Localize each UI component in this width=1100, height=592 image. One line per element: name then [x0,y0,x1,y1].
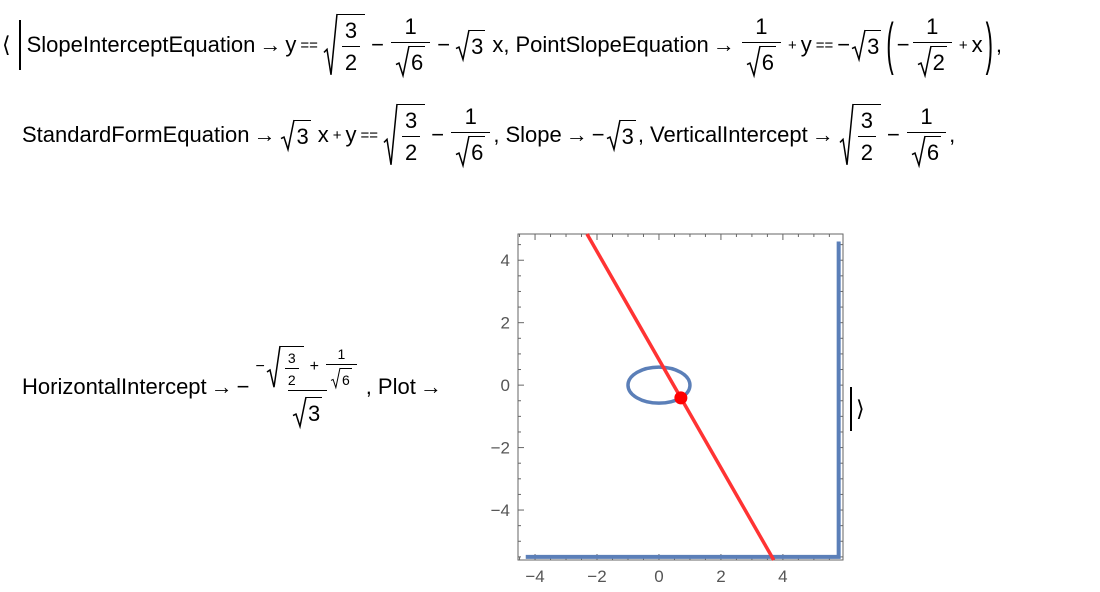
equal-sign: == [360,126,379,144]
right-paren: ) [985,11,993,77]
minus: − [236,373,250,399]
arrow: → [253,122,276,147]
arrow: → [210,373,233,399]
sqrt-3: 3 [456,30,486,60]
arrow: → [811,122,834,147]
vertical-intercept-label: VerticalIntercept [650,122,808,147]
y-tick-label: 4 [501,251,510,270]
sqrt-3: 3 [281,120,311,150]
open-angle-bracket: ⟨ [2,32,11,57]
comma: , [949,122,956,147]
x-tick-label: 4 [778,567,787,586]
x-tick-label: 0 [654,567,663,586]
y-tick-label: 0 [501,376,510,395]
minus: − [896,32,910,57]
plus: + [958,36,968,54]
minus: − [255,358,265,375]
comma: , [503,32,510,57]
minus: − [371,32,384,57]
tangent-point [674,391,688,405]
close-angle-bracket: ⟩ [856,396,865,421]
arrow: → [712,32,735,57]
equal-sign: == [300,36,318,54]
comma: , [637,122,645,147]
point-slope-label: PointSlopeEquation [515,32,709,57]
sqrt-3: 3 [852,30,882,60]
arrow: → [565,122,588,147]
sqrt-3: 3 [293,397,323,427]
left-paren: ( [886,11,894,77]
x-tick-label: −2 [587,567,606,586]
y-tick-label: −2 [491,439,510,458]
horizontal-intercept-label: HorizontalIntercept [22,373,207,399]
standard-form-label: StandardFormEquation [22,122,250,147]
comma: , [493,122,500,147]
comma: , [365,373,372,399]
plus: + [787,36,797,54]
slope-label: Slope [505,122,562,147]
var-y: y [285,32,297,57]
x-tick-label: 2 [716,567,725,586]
plot-frame [517,233,844,561]
var-y: y [345,122,357,147]
plot-label: Plot [377,373,416,399]
minus: − [887,122,900,147]
minus: − [437,32,451,57]
equal-sign: == [815,36,834,54]
x-tick-label: −4 [525,567,544,586]
y-tick-label: 2 [501,314,510,333]
minus: − [837,32,851,57]
arrow: → [259,32,282,57]
association-bar [850,387,852,431]
closing-association: ⟩ [842,387,865,431]
plus: + [332,126,342,144]
association-bar [18,20,21,70]
var-x: x [492,32,504,57]
comma: , [995,32,1003,57]
plus: + [309,358,319,375]
var-y: y [800,32,812,57]
ellipse-curve [626,365,692,405]
sqrt-3: 3 [607,120,636,150]
minus: − [591,122,605,147]
minus: − [431,122,445,147]
corner-path [525,241,841,559]
slope-intercept-label: SlopeInterceptEquation [26,32,256,57]
var-x: x [971,32,983,57]
arrow: → [419,373,442,399]
var-x: x [317,122,329,147]
y-tick-label: −4 [491,501,510,520]
plot-graphic: −4 −2 0 2 4 4 2 0 −2 −4 [491,233,844,586]
